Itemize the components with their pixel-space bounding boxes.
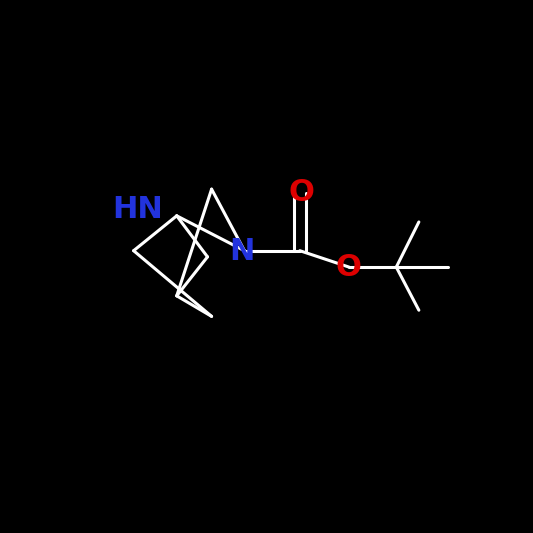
Text: HN: HN xyxy=(112,195,163,224)
Text: N: N xyxy=(230,237,255,266)
Text: O: O xyxy=(335,253,361,282)
Text: O: O xyxy=(288,177,314,206)
